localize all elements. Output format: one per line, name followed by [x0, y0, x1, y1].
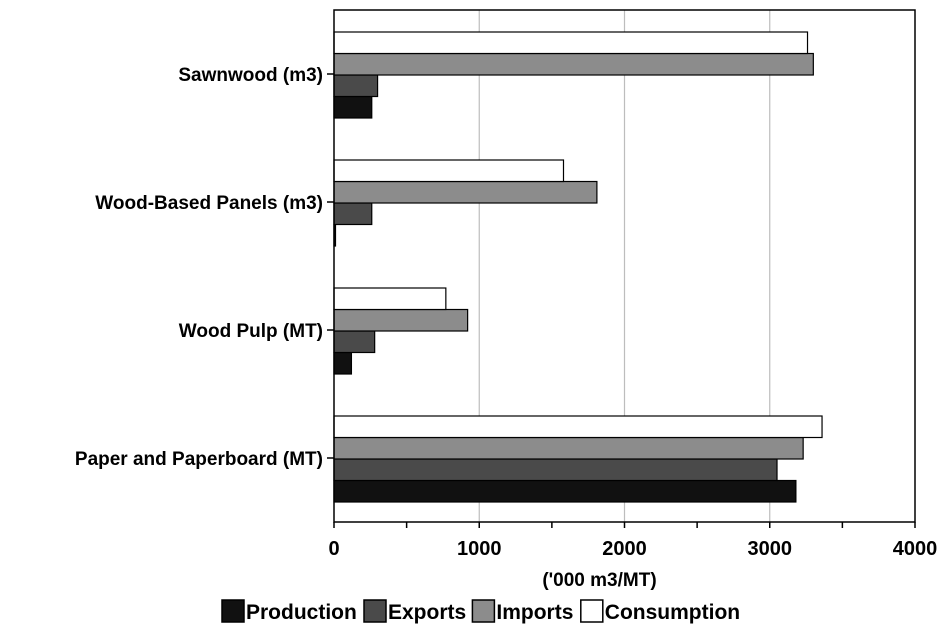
- x-tick-label: 0: [328, 538, 339, 560]
- bars: [333, 31, 823, 503]
- bar-consumption-2: [333, 287, 447, 311]
- bar-production-3: [333, 479, 797, 503]
- bar-imports-2: [333, 308, 469, 332]
- legend-swatch-production: [221, 599, 245, 623]
- category-label: Sawnwood (m3): [178, 65, 323, 86]
- category-label: Wood Pulp (MT): [179, 321, 323, 342]
- x-axis-title: ('000 m3/MT): [542, 570, 656, 591]
- x-tick-label: 4000: [893, 538, 938, 560]
- bar-imports-3: [333, 436, 804, 460]
- legend-label-production: Production: [246, 601, 357, 624]
- legend-label-imports: Imports: [496, 601, 573, 624]
- bar-imports-0: [333, 52, 814, 76]
- bar-exports-3: [333, 458, 778, 482]
- category-label: Paper and Paperboard (MT): [75, 449, 323, 470]
- axis-labels: 0 1000 2000 3000 4000 Sawnwood (m3) Wood-Based…: [75, 65, 937, 560]
- axis-ticks: [327, 73, 916, 528]
- bar-production-0: [333, 95, 373, 119]
- x-tick-label: 3000: [748, 538, 793, 560]
- category-label: Wood-Based Panels (m3): [95, 193, 323, 214]
- bar-consumption-1: [333, 159, 565, 183]
- bar-exports-2: [333, 330, 376, 354]
- legend-swatch-consumption: [580, 599, 604, 623]
- legend-label-consumption: Consumption: [605, 601, 740, 624]
- bar-consumption-3: [333, 415, 823, 439]
- bar-exports-1: [333, 202, 373, 226]
- legend-swatch-exports: [363, 599, 387, 623]
- legend-swatch-imports: [471, 599, 496, 623]
- x-tick-label: 2000: [602, 538, 647, 560]
- bar-exports-0: [333, 74, 379, 98]
- bar-production-2: [333, 351, 353, 375]
- legend-label-exports: Exports: [388, 601, 466, 624]
- legend: Production Exports Imports Consumption: [221, 599, 740, 624]
- bar-consumption-0: [333, 31, 809, 55]
- x-tick-label: 1000: [457, 538, 502, 560]
- bar-imports-1: [333, 180, 598, 204]
